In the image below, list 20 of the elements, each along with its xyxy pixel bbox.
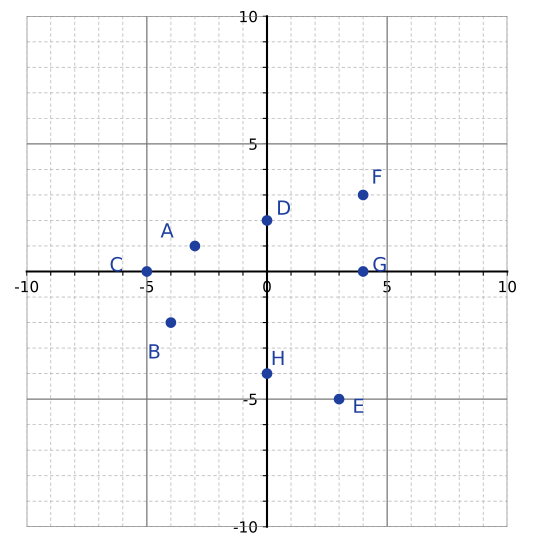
- annotation: B: [149, 344, 160, 358]
- point: [334, 394, 344, 404]
- point: [166, 317, 176, 328]
- point: [262, 215, 272, 226]
- point: [141, 266, 152, 277]
- point: [358, 190, 368, 200]
- point: [190, 240, 200, 252]
- y-tick-label: -10: [234, 521, 257, 533]
- point: [262, 368, 272, 379]
- annotation: H: [272, 350, 284, 366]
- annotation: D: [278, 200, 290, 215]
- x-tick-label: 10: [499, 280, 516, 292]
- annotation: E: [354, 398, 364, 413]
- annotation: G: [373, 256, 386, 272]
- point: [358, 266, 368, 277]
- annotation: A: [160, 223, 174, 238]
- annotation: C: [110, 256, 122, 272]
- x-tick-label: -10: [14, 280, 38, 292]
- annotation: F: [373, 169, 382, 184]
- y-tick-label: 10: [240, 10, 257, 22]
